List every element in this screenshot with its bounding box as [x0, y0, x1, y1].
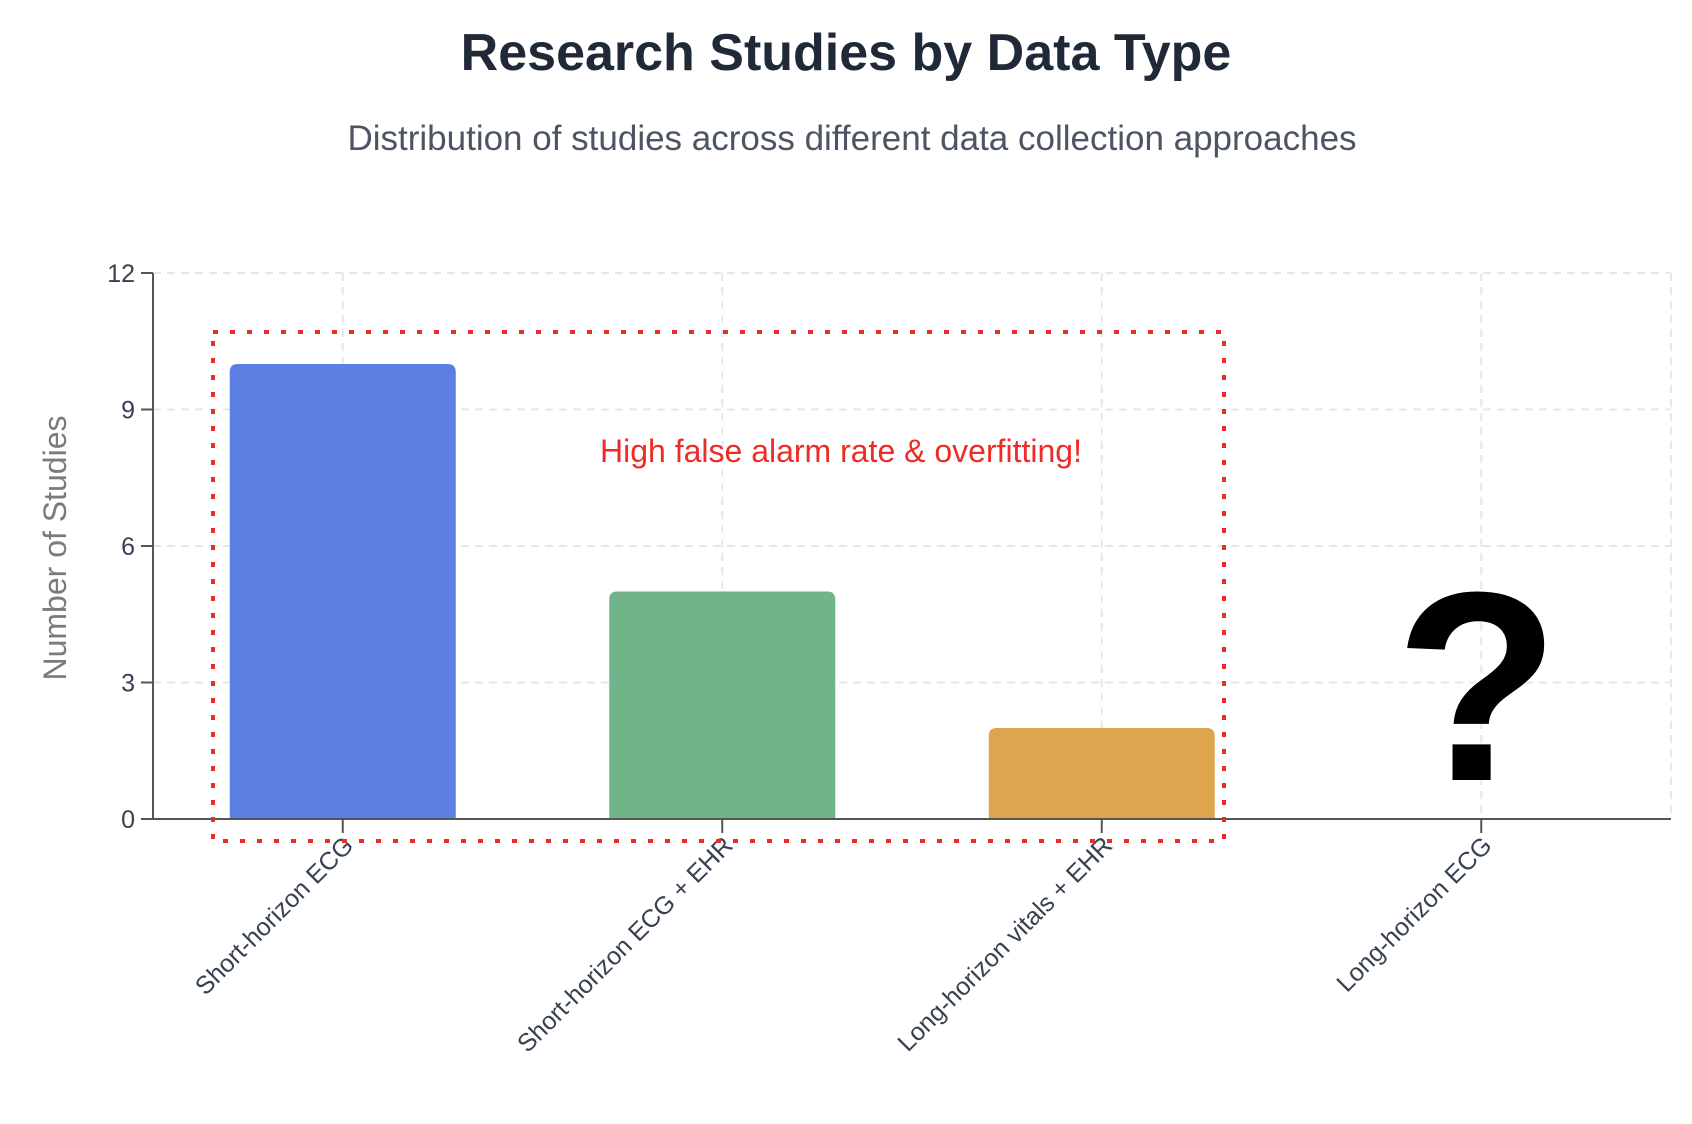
y-tick-label: 0 [121, 806, 135, 834]
bar [609, 591, 836, 819]
unknown-question-mark: ? [1395, 537, 1560, 838]
bars [229, 364, 1215, 819]
annotation-box [211, 330, 1226, 843]
bar [988, 728, 1215, 819]
y-tick-label: 6 [121, 533, 135, 561]
y-tick-label: 9 [121, 397, 135, 425]
y-axis-label: Number of Studies [37, 415, 73, 680]
x-tick-label: Long-horizon vitals + EHR [892, 831, 1118, 1057]
y-tick-label: 12 [107, 260, 135, 288]
x-tick-label: Short-horizon ECG [190, 831, 359, 1000]
annotation-text: High false alarm rate & overfitting! [600, 433, 1082, 469]
chart-subtitle: Distribution of studies across different… [347, 119, 1356, 158]
x-tick-label: Short-horizon ECG + EHR [512, 831, 739, 1058]
x-tick-label: Long-horizon ECG [1331, 831, 1497, 997]
chart-title: Research Studies by Data Type [461, 24, 1232, 82]
bar [229, 364, 456, 819]
y-tick-label: 3 [121, 670, 135, 698]
